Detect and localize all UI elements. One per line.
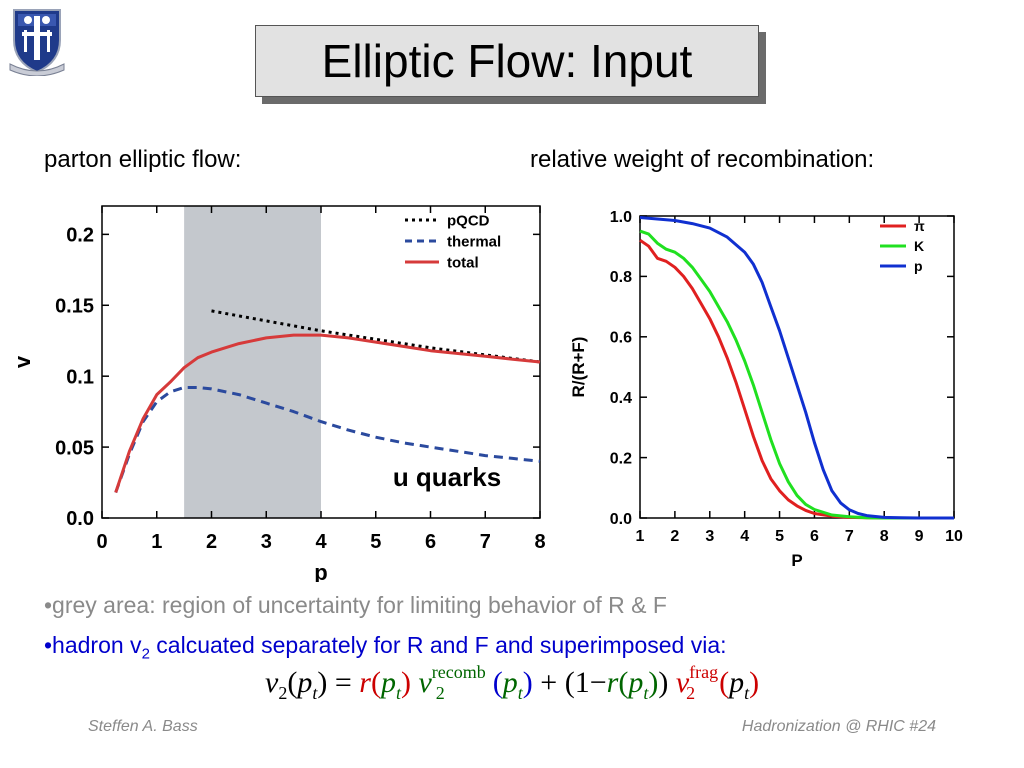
series-line-thermal: [114, 386, 541, 494]
formula-sub-t: t: [312, 683, 318, 703]
bullet2-text-post: calcuated separately for R and F and sup…: [149, 632, 727, 658]
series-line-π: [639, 238, 954, 520]
shaded-uncertainty-region: [184, 206, 321, 518]
chart-annotation: u quarks: [393, 462, 501, 492]
y-tick-label: 1.0: [610, 209, 632, 226]
formula-r: r: [606, 666, 619, 699]
bullet2-subscript: 2: [141, 645, 150, 663]
x-tick-label: 3: [705, 528, 714, 545]
formula-sub-t: t: [643, 683, 649, 703]
x-tick-label: 0: [96, 531, 107, 553]
x-axis-label: p: [314, 560, 327, 582]
y-tick-label: 0.2: [66, 225, 94, 247]
formula-r: r: [359, 666, 371, 699]
formula-minus: −: [589, 666, 607, 699]
formula-sub-t: t: [395, 683, 401, 703]
formula-p: p: [502, 666, 518, 699]
left-chart-heading: parton elliptic flow:: [44, 146, 242, 173]
x-tick-label: 1: [636, 528, 645, 545]
x-tick-label: 5: [775, 528, 784, 545]
formula-p: p: [628, 666, 644, 699]
x-tick-label: 6: [425, 531, 436, 553]
legend-label-π: π: [914, 218, 925, 234]
formula-sub-t: t: [744, 683, 750, 703]
x-tick-label: 2: [206, 531, 217, 553]
legend-label-thermal: thermal: [447, 233, 501, 250]
parton-elliptic-flow-chart: 0 1 2 3 4 5 6 7 8 0.0 0.05 0.1 0.15 0.2 pQCD thermal tot…: [10, 205, 546, 582]
legend-label-pQCD: pQCD: [447, 212, 490, 229]
y-tick-label: 0.15: [55, 295, 94, 317]
y-tick-label: 0.1: [66, 366, 94, 388]
university-shield-logo: [9, 9, 65, 76]
formula-v: v: [675, 666, 690, 699]
x-tick-label: 4: [315, 531, 327, 553]
x-axis-label: P: [791, 551, 802, 570]
x-tick-label: 1: [151, 531, 162, 553]
legend-label-p: p: [914, 258, 923, 274]
x-tick-label: 5: [370, 531, 381, 553]
formula-frag: frag: [689, 662, 719, 682]
x-tick-label: 8: [880, 528, 889, 545]
formula-plus: +: [540, 666, 558, 699]
legend-label-total: total: [447, 254, 479, 271]
superposition-formula: v2(pt) = r(pt) vrecomb2 (pt) + (1−r(pt)) …: [265, 662, 760, 703]
formula-equals: =: [334, 666, 352, 699]
formula-sub-2: 2: [435, 683, 445, 703]
x-tick-label: 10: [945, 528, 963, 545]
formula-v: v: [265, 666, 279, 699]
x-tick-label: 3: [261, 531, 272, 553]
y-axis-label: R/(R+F): [569, 337, 588, 398]
bullet-grey-area: •grey area: region of uncertainty for li…: [44, 592, 667, 618]
x-tick-label: 8: [534, 531, 545, 553]
y-tick-label: 0.8: [610, 269, 632, 286]
right-chart-heading: relative weight of recombination:: [530, 146, 875, 173]
formula-v: v: [418, 666, 432, 699]
series-line-p: [639, 216, 954, 520]
series-line-total: [114, 333, 541, 493]
bullet2-text-pre: •hadron v: [44, 632, 142, 658]
page-title: Elliptic Flow: Input: [255, 25, 759, 97]
x-tick-label: 2: [670, 528, 679, 545]
y-tick-label: 0.2: [610, 450, 632, 467]
formula-p: p: [297, 666, 313, 699]
formula-p: p: [729, 666, 745, 699]
y-tick-label: 0.6: [610, 330, 632, 347]
y-tick-label: 0.0: [610, 511, 632, 528]
y-tick-label: 0.0: [66, 508, 94, 530]
y-tick-label: 0.05: [55, 437, 94, 459]
legend-label-K: K: [914, 238, 924, 254]
footer-author: Steffen A. Bass: [88, 718, 198, 735]
x-tick-label: 9: [915, 528, 924, 545]
formula-recomb: recomb: [431, 662, 486, 682]
y-tick-label: 0.4: [610, 390, 632, 407]
plot-frame: [639, 215, 955, 519]
footer-talk-info: Hadronization @ RHIC #24: [741, 718, 936, 735]
formula-sub-2: 2: [278, 683, 288, 703]
series-line-K: [639, 229, 954, 520]
formula-sub-t: t: [517, 683, 523, 703]
y-axis-label: v: [10, 355, 35, 368]
formula-one: 1: [574, 666, 590, 699]
formula-sub-2: 2: [686, 683, 696, 703]
x-tick-label: 7: [845, 528, 854, 545]
x-tick-label: 6: [810, 528, 819, 545]
formula-p: p: [380, 666, 396, 699]
x-tick-label: 4: [740, 528, 749, 545]
x-tick-label: 7: [480, 531, 491, 553]
bullet-hadron-v2: •hadron v2 calcuated separately for R an…: [44, 632, 727, 663]
